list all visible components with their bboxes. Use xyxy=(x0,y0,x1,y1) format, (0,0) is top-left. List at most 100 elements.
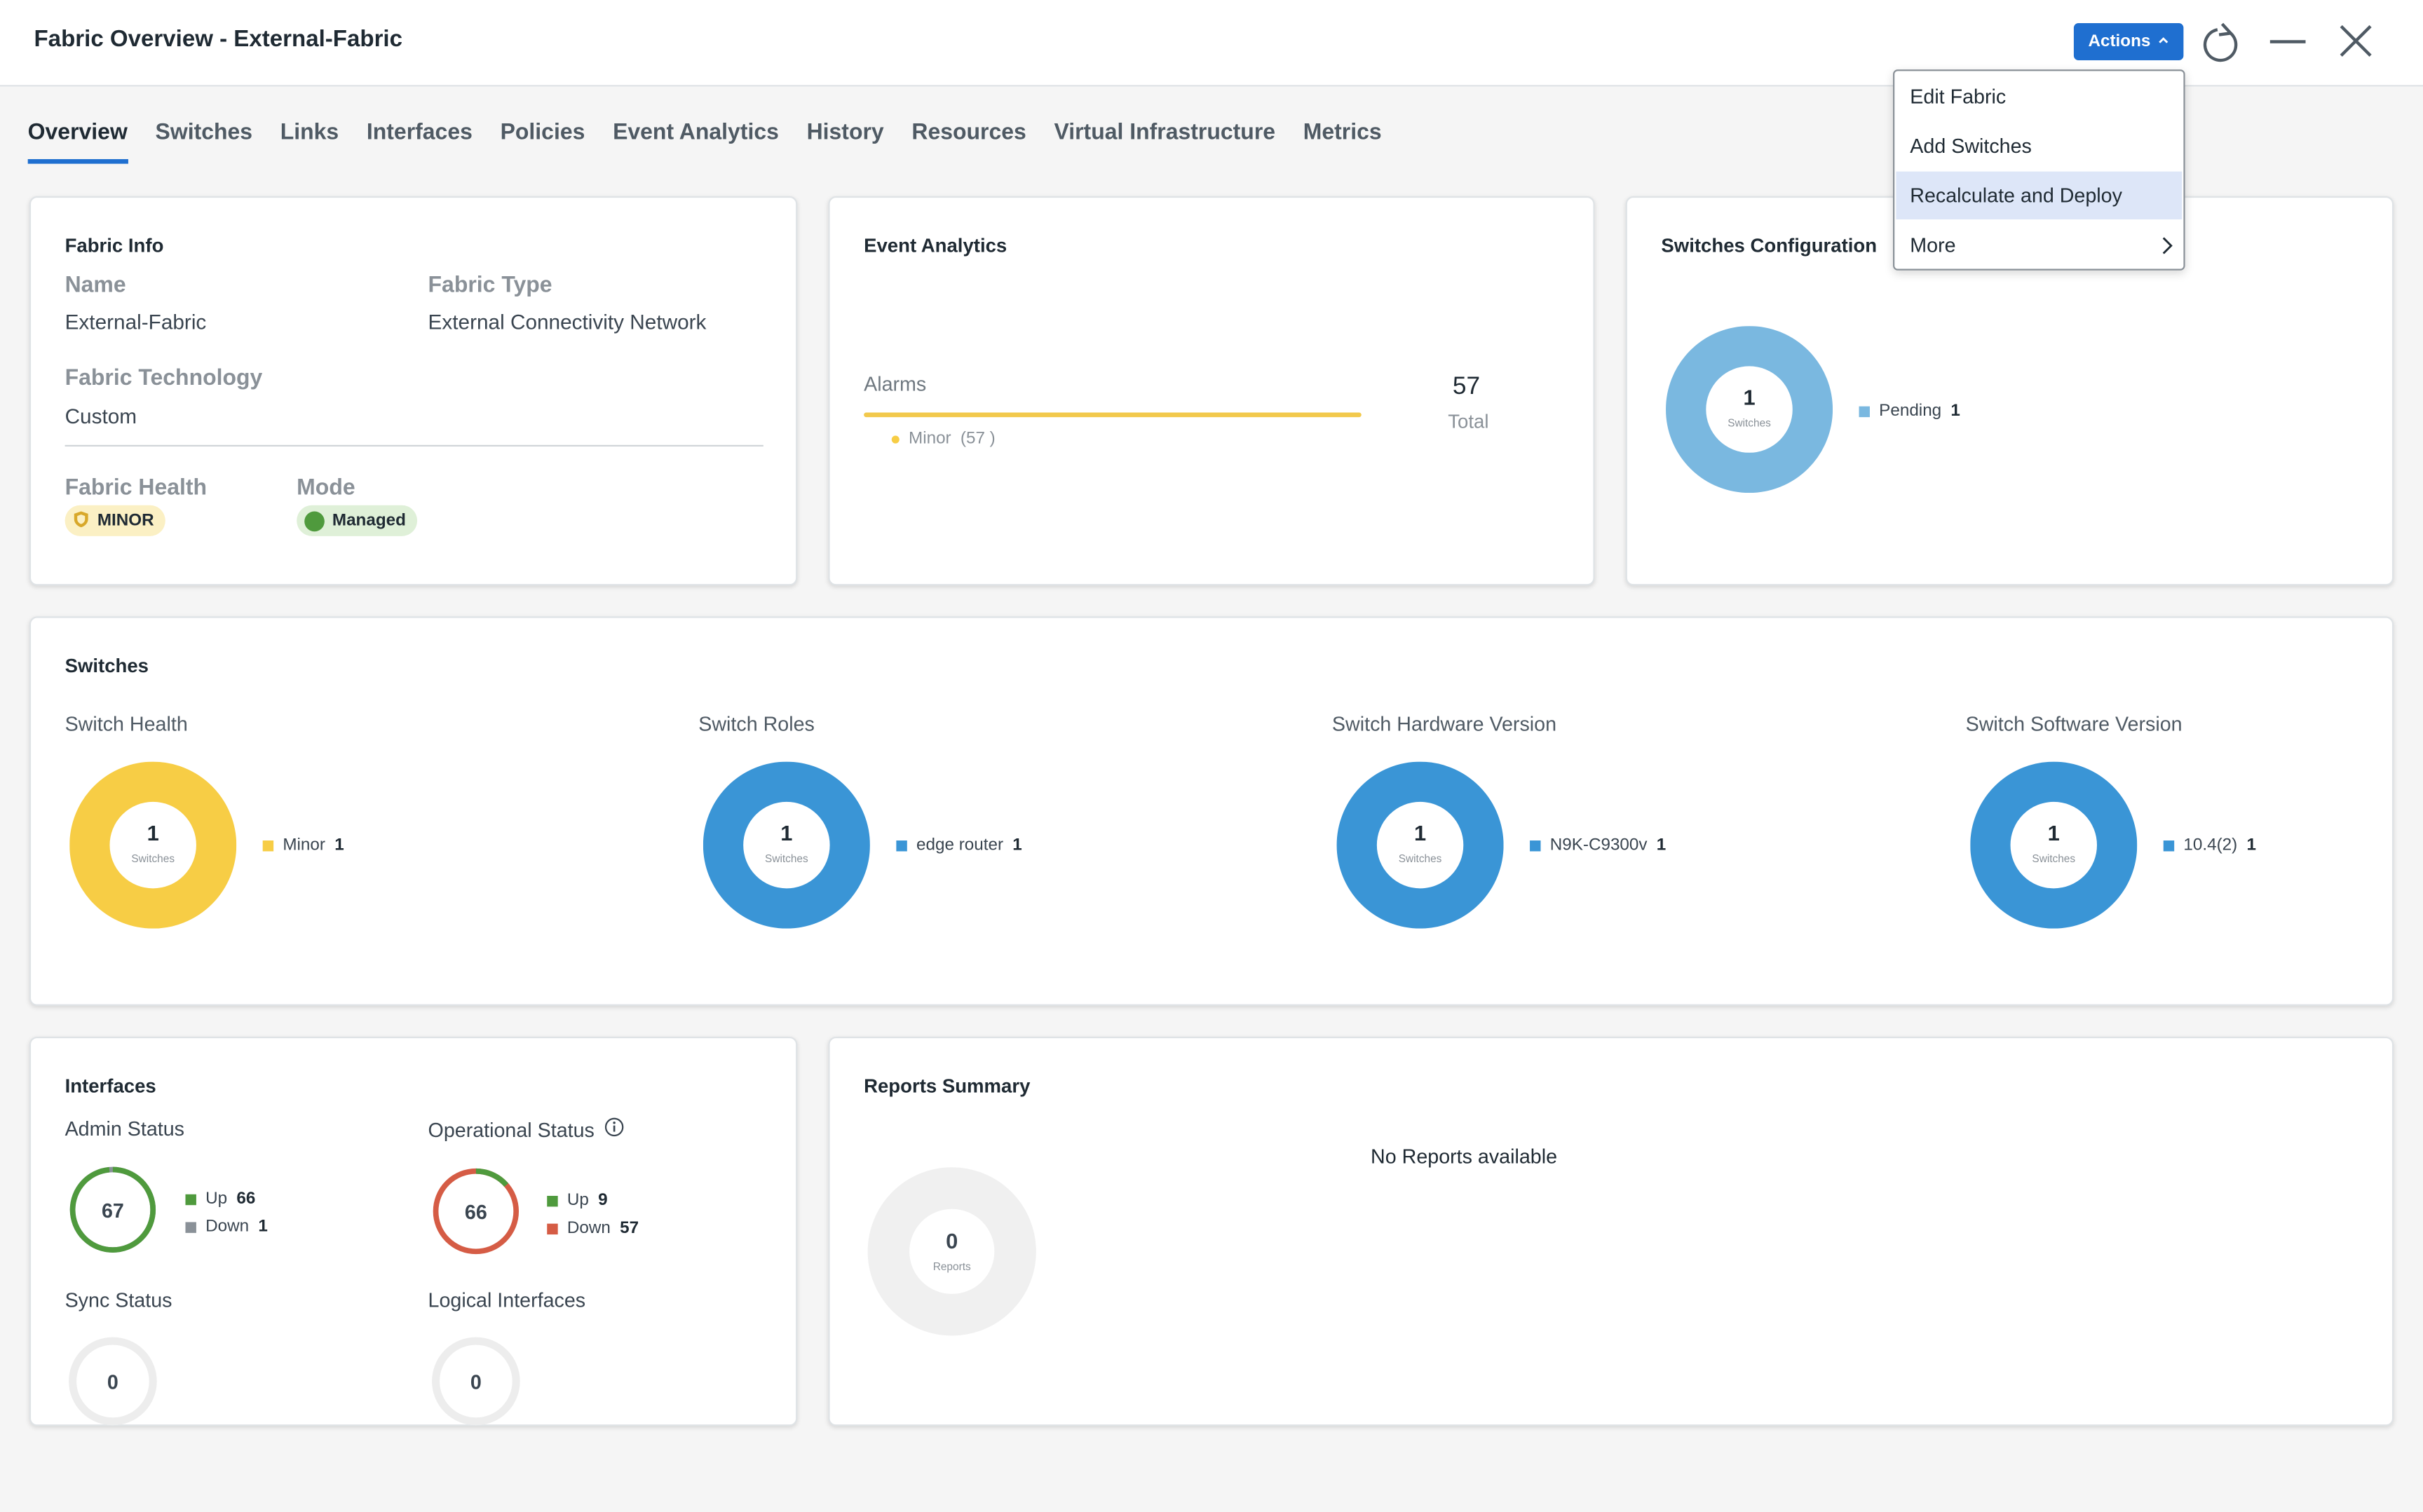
card-title: Switches Configuration xyxy=(1661,235,1878,257)
tab-event-analytics[interactable]: Event Analytics xyxy=(613,120,779,146)
menu-item-add-switches[interactable]: Add Switches xyxy=(1910,134,2032,158)
legend-swatch xyxy=(547,1222,558,1234)
legend-value: 1 xyxy=(1012,836,1022,854)
page-title: Fabric Overview - External-Fabric xyxy=(34,26,403,53)
close-icon[interactable] xyxy=(2335,18,2378,64)
donut-center-value: 66 xyxy=(465,1201,487,1224)
fabric-technology-label: Fabric Technology xyxy=(65,366,263,391)
legend-swatch xyxy=(1859,405,1870,417)
tab-history[interactable]: History xyxy=(806,120,884,146)
no-reports-text: No Reports available xyxy=(1371,1145,1558,1169)
tab-links[interactable]: Links xyxy=(280,120,339,146)
tab-metrics[interactable]: Metrics xyxy=(1303,120,1382,146)
operational-status-heading: Operational Status xyxy=(428,1117,624,1142)
legend-label: Minor xyxy=(283,836,325,854)
actions-button[interactable]: Actions xyxy=(2073,23,2184,60)
sync-status-title: Sync Status xyxy=(65,1288,172,1312)
legend-swatch xyxy=(262,839,274,851)
menu-item-more[interactable]: More xyxy=(1896,221,2182,268)
card-title: Switches xyxy=(65,655,149,677)
legend-edge-router[interactable]: edge router 1 xyxy=(896,836,1022,854)
header-bar: Fabric Overview - External-Fabric Action… xyxy=(0,0,2423,87)
info-icon[interactable] xyxy=(604,1117,624,1142)
alarms-total-label: Total xyxy=(1448,411,1489,433)
alarms-label: Alarms xyxy=(864,372,927,396)
mode-badge: Managed xyxy=(297,505,417,536)
legend-swatch xyxy=(185,1221,196,1232)
tab-resources[interactable]: Resources xyxy=(911,120,1026,146)
switches-config-donut: 1 Switches xyxy=(1666,326,1833,493)
shield-icon xyxy=(73,509,90,532)
event-analytics-card: Event Analytics Alarms Minor (57 ) 57 To… xyxy=(828,196,1595,586)
tab-switches[interactable]: Switches xyxy=(155,120,253,146)
donut-center-value: 0 xyxy=(946,1229,958,1253)
tab-virtual-infrastructure[interactable]: Virtual Infrastructure xyxy=(1054,120,1276,146)
alarms-bar xyxy=(864,412,1362,418)
card-title: Reports Summary xyxy=(864,1075,1031,1097)
logical-interfaces-title: Logical Interfaces xyxy=(428,1288,586,1312)
up-segment xyxy=(433,1168,520,1255)
fabric-type-label: Fabric Type xyxy=(428,273,552,299)
switch-software-version-title: Switch Software Version xyxy=(1965,712,2183,736)
tab-interfaces[interactable]: Interfaces xyxy=(366,120,473,146)
legend-label: Up xyxy=(205,1190,228,1208)
fabric-info-card: Fabric Info Name External-Fabric Fabric … xyxy=(29,196,798,586)
legend-label: N9K-C9300v xyxy=(1549,836,1648,854)
legend-down[interactable]: Down 57 xyxy=(547,1214,639,1242)
admin-status-legend: Up 66 Down 1 xyxy=(185,1185,268,1241)
donut-center-value: 1 xyxy=(1743,385,1755,409)
card-title: Interfaces xyxy=(65,1075,156,1097)
switch-roles-title: Switch Roles xyxy=(698,712,815,736)
legend-down[interactable]: Down 1 xyxy=(185,1213,268,1241)
legend-up[interactable]: Up 66 xyxy=(185,1185,255,1213)
legend-n9k[interactable]: N9K-C9300v 1 xyxy=(1530,836,1666,854)
minor-segment xyxy=(69,761,237,929)
legend-value: 9 xyxy=(598,1191,608,1210)
menu-item-label: More xyxy=(1910,233,1956,257)
tab-overview[interactable]: Overview xyxy=(27,121,128,164)
minimize-icon[interactable] xyxy=(2267,18,2310,64)
card-title: Event Analytics xyxy=(864,235,1007,257)
sync-status-donut: 0 xyxy=(69,1337,157,1426)
donut-center-value: 0 xyxy=(470,1371,482,1394)
switch-roles-donut: 1 Switches xyxy=(703,761,870,929)
legend-label: Pending xyxy=(1879,402,1942,421)
actions-button-label: Actions xyxy=(2088,32,2151,51)
legend-value: 1 xyxy=(1950,402,1960,421)
fabric-health-badge: MINOR xyxy=(65,505,165,536)
switch-hardware-version-title: Switch Hardware Version xyxy=(1331,712,1557,736)
reports-donut: 0 Reports xyxy=(867,1167,1036,1336)
legend-label: 10.4(2) xyxy=(2183,836,2238,854)
refresh-icon[interactable] xyxy=(2199,18,2242,64)
edge-router-segment xyxy=(703,761,870,929)
legend-label: Up xyxy=(566,1191,589,1210)
legend-up[interactable]: Up 9 xyxy=(547,1187,608,1215)
tab-policies[interactable]: Policies xyxy=(500,120,585,146)
managed-status-icon xyxy=(304,510,325,531)
minor-count: (57 ) xyxy=(960,429,996,449)
interfaces-card: Interfaces Admin Status 67 Up 66 Down 1 … xyxy=(29,1036,798,1426)
fabric-name: External-Fabric xyxy=(65,311,207,334)
legend-software-version[interactable]: 10.4(2) 1 xyxy=(2163,836,2256,854)
admin-status-title: Admin Status xyxy=(65,1117,185,1140)
minor-label: Minor xyxy=(909,429,951,449)
switch-software-donut: 1 Switches xyxy=(1970,761,2138,929)
legend-label: Down xyxy=(566,1219,611,1238)
alarms-legend[interactable]: Minor (57 ) xyxy=(891,429,996,449)
legend-value: 66 xyxy=(236,1190,256,1208)
version-segment xyxy=(1970,761,2138,929)
switch-health-title: Switch Health xyxy=(65,712,188,736)
mode-value: Managed xyxy=(332,511,406,531)
donut-center-value: 67 xyxy=(102,1200,124,1222)
legend-pending[interactable]: Pending 1 xyxy=(1859,402,1960,421)
donut-center-value: 1 xyxy=(780,821,792,845)
switch-hardware-donut: 1 Switches xyxy=(1336,761,1504,929)
operational-status-legend: Up 9 Down 57 xyxy=(547,1187,639,1242)
minor-dot-icon xyxy=(891,435,900,443)
operational-status-title: Operational Status xyxy=(428,1117,595,1141)
menu-item-recalculate-and-deploy[interactable]: Recalculate and Deploy xyxy=(1896,171,2183,219)
actions-dropdown-menu: Edit Fabric Add Switches Recalculate and… xyxy=(1893,69,2185,271)
menu-item-edit-fabric[interactable]: Edit Fabric xyxy=(1910,85,2007,109)
legend-minor[interactable]: Minor 1 xyxy=(262,836,344,854)
legend-value: 1 xyxy=(1656,836,1667,854)
